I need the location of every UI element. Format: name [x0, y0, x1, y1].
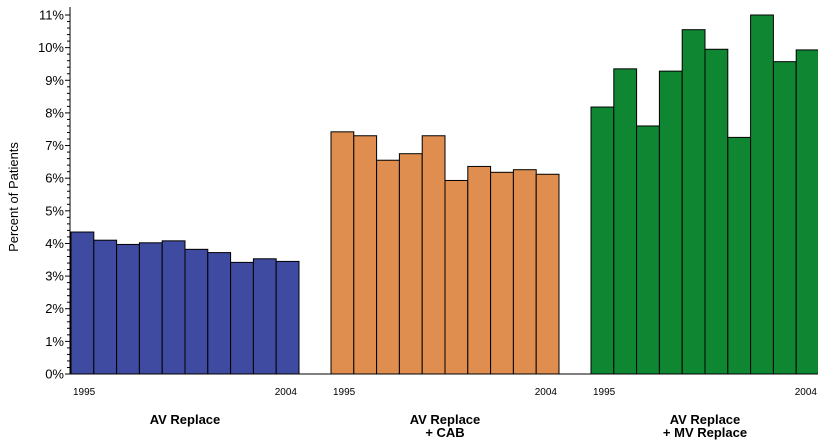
bar — [590, 106, 615, 375]
y-tick-label: 3% — [45, 269, 64, 284]
bar — [490, 171, 514, 375]
bar — [330, 131, 355, 375]
bar — [658, 70, 683, 375]
bar — [161, 240, 186, 375]
bar — [704, 48, 729, 375]
y-tick-label: 8% — [45, 105, 64, 120]
bar — [252, 258, 277, 375]
y-tick-label: 9% — [45, 73, 64, 88]
y-tick-label: 7% — [45, 138, 64, 153]
bar — [795, 49, 818, 375]
bar — [230, 261, 254, 375]
bar — [727, 136, 752, 375]
bar — [535, 173, 560, 375]
y-tick-label: 1% — [45, 334, 64, 349]
x-end-year-label: 2004 — [275, 387, 298, 398]
y-tick-label: 10% — [38, 40, 64, 55]
bar — [398, 153, 423, 375]
bar — [116, 243, 140, 375]
bar — [70, 231, 95, 375]
bar — [512, 169, 537, 375]
bar — [184, 248, 209, 375]
bar — [467, 165, 492, 375]
y-tick-label: 11% — [39, 8, 64, 23]
x-end-year-label: 2004 — [795, 387, 818, 398]
group-label: + MV Replace — [663, 425, 747, 440]
y-tick-label: 6% — [45, 171, 64, 186]
y-tick-label: 0% — [45, 367, 64, 382]
group-label: AV Replace — [670, 412, 741, 427]
bar — [636, 125, 660, 375]
x-start-year-label: 1995 — [73, 387, 96, 398]
y-tick-label: 4% — [45, 236, 64, 251]
bar — [376, 159, 400, 375]
x-start-year-label: 1995 — [333, 387, 356, 398]
bar — [772, 61, 797, 375]
bar — [207, 252, 232, 375]
group-label: AV Replace — [150, 412, 221, 427]
x-end-year-label: 2004 — [535, 387, 558, 398]
bar — [275, 260, 300, 375]
y-axis: 0% 1% 2% 3% 4% 5% 6% 7% 8% 9% 10% 11% — [38, 7, 818, 382]
bar — [353, 135, 378, 375]
bars — [70, 14, 818, 375]
group-label: AV Replace — [410, 412, 481, 427]
y-tick-label: 5% — [45, 203, 64, 218]
bar — [93, 239, 118, 375]
bar — [138, 242, 163, 375]
y-axis-title: Percent of Patients — [6, 142, 21, 252]
bar — [750, 14, 774, 375]
bar — [681, 29, 706, 375]
x-start-year-label: 1995 — [593, 387, 616, 398]
y-tick-label: 2% — [45, 301, 64, 316]
bar — [613, 68, 638, 375]
group-label: + CAB — [425, 425, 464, 440]
bar — [444, 179, 469, 375]
bar — [421, 135, 446, 375]
